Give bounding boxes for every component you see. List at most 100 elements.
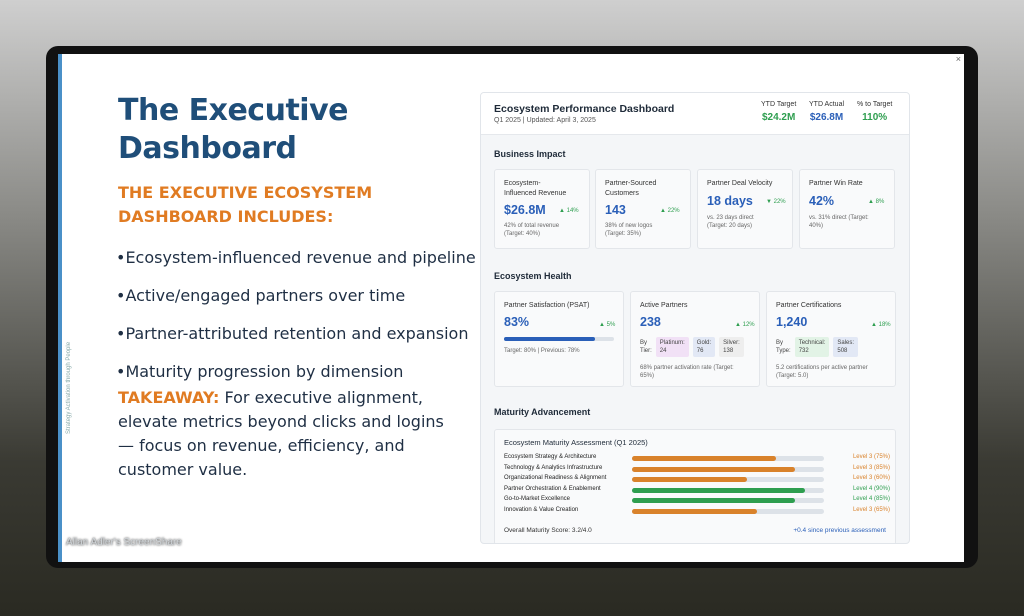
kpi-note: 38% of new logos (Target: 35%) (605, 223, 653, 237)
maturity-dimension: Go-to-Market Excellence (504, 496, 571, 503)
ytd-target-value: $24.2M (761, 112, 796, 123)
bullet-list: Ecosystem-influenced revenue and pipelin… (116, 239, 476, 391)
maturity-dimension: Partner Orchestration & Enablement (504, 485, 601, 492)
maturity-title: Ecosystem Maturity Assessment (Q1 2025) (504, 438, 648, 447)
kpi-title: Partner Win Rate (809, 180, 863, 187)
maturity-bar (632, 456, 824, 461)
certifications-note: 5.2 certifications per active partner (T… (776, 365, 868, 379)
bullet-item: Ecosystem-influenced revenue and pipelin… (116, 239, 475, 277)
kpi-note: vs. 23 days direct (Target: 20 days) (707, 215, 754, 229)
takeaway-label: TAKEAWAY: (118, 388, 220, 407)
tier-silver: Silver: 138 (719, 337, 744, 357)
active-partners-title: Active Partners (640, 302, 688, 309)
active-partners-delta: ▲ 12% (735, 322, 755, 328)
screenshare-watermark: Allan Adler's ScreenShare (66, 537, 182, 548)
maturity-change: +0.4 since previous assessment (793, 527, 886, 534)
kpi-note: vs. 31% direct (Target: 40%) (809, 215, 869, 229)
maturity-bar (632, 498, 824, 504)
certifications-delta: ▲ 18% (871, 322, 891, 328)
ecosystem-dashboard: Ecosystem Performance Dashboard Q1 2025 … (480, 92, 910, 544)
kpi-title: Partner-Sourced Customers (605, 180, 657, 197)
certifications-value: 1,240 (776, 315, 808, 329)
maturity-bar (632, 477, 824, 483)
cert-type-breakdown: By Type: Technical: 732 Sales: 508 (776, 337, 859, 357)
maturity-level: Level 4 (90%) (852, 485, 890, 492)
bullet-item: Maturity progression by dimension (116, 353, 476, 391)
maturity-level: Level 4 (85%) (852, 496, 890, 503)
pct-to-target-label: % to Target (857, 101, 893, 108)
ytd-actual-value: $26.8M (809, 112, 844, 123)
maturity-row: Innovation & Value Creation Level 3 (65%) (504, 507, 890, 517)
kpi-value: $26.8M (504, 203, 546, 217)
maturity-bar (632, 466, 824, 472)
cert-sales: Sales: 508 (833, 337, 859, 357)
slide-title: The Executive Dashboard (118, 93, 348, 166)
psat-progress-bar (504, 337, 614, 341)
active-partners-note: 68% partner activation rate (Target: 65%… (640, 365, 734, 379)
maturity-bar (632, 509, 824, 514)
dashboard-subtitle: Q1 2025 | Updated: April 3, 2025 (494, 117, 596, 124)
kpi-delta: ▲ 22% (660, 208, 680, 214)
maturity-row: Ecosystem Strategy & Architecture Level 3… (504, 454, 890, 464)
maturity-row: Organizational Readiness & Alignment Leve… (504, 475, 890, 485)
maturity-row: Go-to-Market Excellence Level 4 (85%) (504, 496, 890, 506)
maturity-dimension: Innovation & Value Creation (504, 507, 579, 513)
dashboard-header: Ecosystem Performance Dashboard Q1 2025 … (481, 93, 909, 135)
cert-technical: Technical: 732 (794, 337, 830, 357)
psat-progress-fill (504, 337, 596, 341)
maturity-bar-fill (632, 498, 796, 504)
ytd-actual: YTD Actual $26.8M (809, 101, 844, 123)
maturity-bar-fill (632, 487, 805, 493)
business-impact-label: Business Impact (494, 149, 566, 159)
certifications-title: Partner Certifications (776, 302, 842, 309)
overall-maturity-score: Overall Maturity Score: 3.2/4.0 (504, 527, 592, 534)
maturity-bar-fill (632, 477, 748, 483)
maturity-dimension: Ecosystem Strategy & Architecture (504, 454, 597, 460)
kpi-card: Ecosystem- Influenced Revenue $26.8M ▲ 1… (494, 169, 590, 249)
maturity-bar (632, 487, 824, 493)
maturity-dimension: Organizational Readiness & Alignment (504, 475, 607, 482)
pct-to-target-value: 110% (862, 112, 888, 123)
kpi-card: Partner-Sourced Customers 143 ▲ 22% 38% … (595, 169, 691, 249)
psat-note: Target: 80% | Previous: 78% (504, 348, 580, 354)
takeaway-text: For executive alignment, elevate metrics… (118, 388, 444, 479)
certifications-card: Partner Certifications 1,240 ▲ 18% By Ty… (766, 291, 896, 387)
psat-card: Partner Satisfaction (PSAT) 83% ▲ 5% Tar… (494, 291, 624, 387)
active-partners-card: Active Partners 238 ▲ 12% By Tier: Plati… (630, 291, 760, 387)
active-partners-value: 238 (640, 315, 661, 329)
maturity-label: Maturity Advancement (494, 407, 591, 417)
maturity-level: Level 3 (60%) (852, 475, 890, 482)
bullet-item: Active/engaged partners over time (116, 277, 476, 315)
ytd-target-label: YTD Target (761, 101, 797, 108)
vertical-caption: Strategy Activation through People (66, 341, 72, 434)
close-icon[interactable]: × (955, 54, 961, 64)
presentation-slide: × Strategy Activation through People The… (58, 54, 964, 562)
kpi-delta: ▲ 14% (559, 208, 579, 214)
slide-subtitle: THE EXECUTIVE ECOSYSTEM DASHBOARD INCLUD… (118, 183, 373, 226)
by-type-label: By Type: (776, 340, 791, 354)
kpi-value: 18 days (707, 194, 753, 208)
kpi-title: Ecosystem- Influenced Revenue (504, 180, 567, 197)
maturity-row: Partner Orchestration & Enablement Level … (504, 486, 890, 496)
dashboard-title: Ecosystem Performance Dashboard (494, 103, 675, 115)
kpi-note: 42% of total revenue (Target: 40%) (504, 223, 560, 237)
kpi-value: 42% (809, 194, 835, 208)
psat-title: Partner Satisfaction (PSAT) (504, 302, 590, 309)
tier-gold: Gold: 76 (692, 337, 716, 357)
tier-breakdown: By Tier: Platinum: 24 Gold: 76 Silver: 1… (640, 337, 744, 357)
maturity-bar-fill (632, 466, 796, 472)
psat-value: 83% (504, 315, 530, 329)
kpi-delta: ▼ 22% (766, 199, 786, 205)
slide-accent-bar (58, 54, 62, 562)
takeaway: TAKEAWAY: For executive alignment, eleva… (118, 386, 458, 482)
kpi-card: Partner Win Rate 42% ▲ 8% vs. 31% direct… (799, 169, 895, 249)
maturity-level: Level 3 (65%) (852, 507, 890, 513)
maturity-dimension: Technology & Analytics Infrastructure (504, 464, 603, 471)
kpi-value: 143 (605, 203, 626, 217)
ytd-actual-label: YTD Actual (809, 101, 845, 108)
maturity-level: Level 3 (75%) (852, 454, 890, 460)
bullet-item: Partner-attributed retention and expansi… (116, 315, 476, 353)
maturity-assessment: Ecosystem Maturity Assessment (Q1 2025) … (494, 429, 896, 543)
kpi-card: Partner Deal Velocity 18 days ▼ 22% vs. … (697, 169, 793, 249)
maturity-row: Technology & Analytics Infrastructure Lev… (504, 465, 890, 475)
